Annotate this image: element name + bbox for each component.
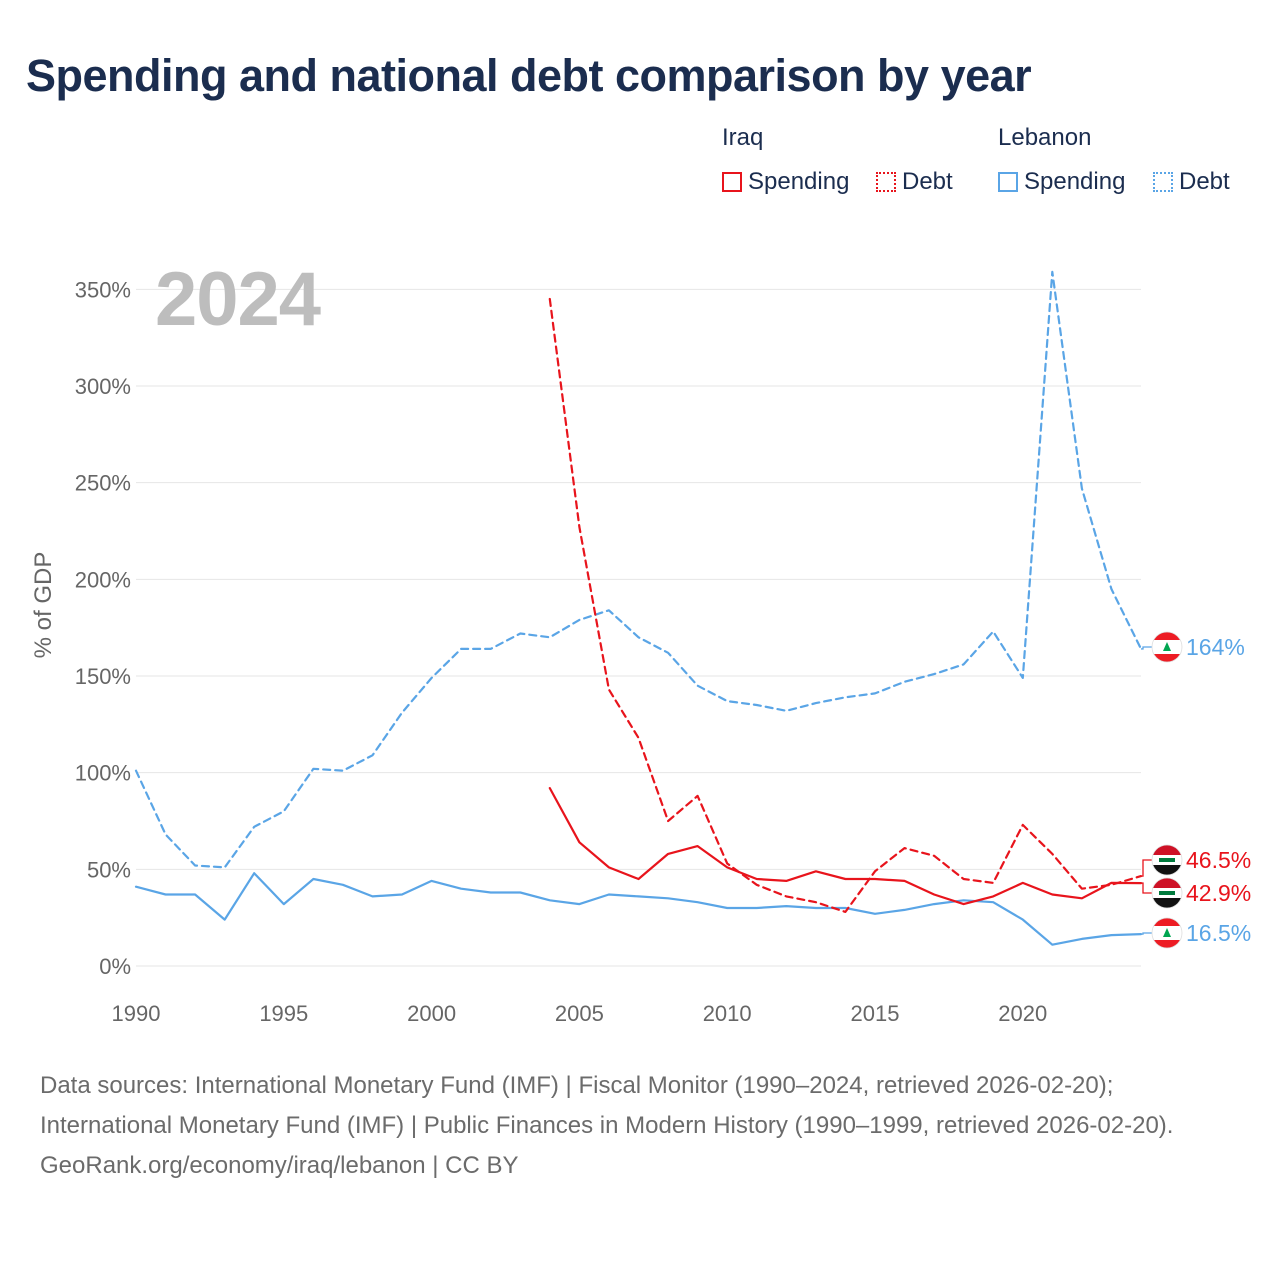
end-label-connector xyxy=(1141,859,1152,877)
footer: Data sources: International Monetary Fun… xyxy=(40,1066,1240,1186)
legend-swatch-iraq-debt xyxy=(876,172,896,192)
series-layer xyxy=(134,270,1143,946)
lebanon-flag-icon xyxy=(1151,631,1183,663)
legend-group-lebanon: Lebanon Spending Debt xyxy=(998,124,1258,195)
x-tick-label: 2015 xyxy=(850,1001,899,1026)
x-tick-label: 2005 xyxy=(555,1001,604,1026)
y-tick-label: 100% xyxy=(75,761,131,786)
legend-label-lebanon-debt: Debt xyxy=(1179,168,1230,195)
y-tick-label: 300% xyxy=(75,374,131,399)
x-tick-label: 2020 xyxy=(998,1001,1047,1026)
footer-sources: Data sources: International Monetary Fun… xyxy=(40,1072,1174,1139)
y-tick-label: 150% xyxy=(75,664,131,689)
legend-item-iraq-debt[interactable]: Debt xyxy=(876,168,953,196)
x-tick-label: 2000 xyxy=(407,1001,456,1026)
legend-swatch-iraq-spending xyxy=(722,172,742,192)
y-tick-label: 50% xyxy=(87,857,131,882)
end-label-connector xyxy=(1141,646,1152,650)
legend-item-lebanon-spending[interactable]: Spending xyxy=(998,168,1125,196)
iraq-flag-icon xyxy=(1151,877,1183,909)
legend-swatch-lebanon-spending xyxy=(998,172,1018,192)
footer-attribution[interactable]: GeoRank.org/economy/iraq/lebanon | CC BY xyxy=(40,1152,519,1179)
legend-label-iraq-debt: Debt xyxy=(902,168,953,195)
iraq-flag-icon xyxy=(1151,844,1183,876)
end-value-label: 16.5% xyxy=(1186,920,1251,946)
legend-group-iraq: Iraq Spending Debt xyxy=(722,124,982,195)
end-label-layer: 164% 16.5% 46.5% 42.9% xyxy=(1141,631,1251,949)
end-value-label: 42.9% xyxy=(1186,880,1251,906)
y-tick-label: 250% xyxy=(75,471,131,496)
legend-group-name-lebanon: Lebanon xyxy=(998,124,1092,151)
y-tick-label: 350% xyxy=(75,277,131,302)
y-axis-label: % of GDP xyxy=(30,552,57,659)
current-year-label: 2024 xyxy=(155,257,321,342)
legend-label-iraq-spending: Spending xyxy=(748,168,850,195)
legend-label-lebanon-spending: Spending xyxy=(1024,168,1126,195)
end-label-connector xyxy=(1141,882,1152,894)
grid-layer: 0% 50% 100% 150% 200% 250% 300% 350% 1990 1995 200… xyxy=(75,277,1141,1026)
series-line-lebanon-debt[interactable] xyxy=(134,270,1143,869)
y-tick-label: 0% xyxy=(99,954,131,979)
legend-swatch-lebanon-debt xyxy=(1153,172,1173,192)
chart-title: Spending and national debt comparison by… xyxy=(26,50,1032,101)
series-line-iraq-spending[interactable] xyxy=(548,786,1143,906)
series-line-iraq-debt[interactable] xyxy=(548,297,1143,914)
y-tick-label: 200% xyxy=(75,567,131,592)
end-label-connector xyxy=(1141,932,1152,935)
lebanon-flag-icon xyxy=(1151,917,1183,949)
series-line-lebanon-spending[interactable] xyxy=(134,872,1143,946)
end-value-label: 46.5% xyxy=(1186,847,1251,873)
line-chart: 0% 50% 100% 150% 200% 250% 300% 350% 1990 1995 200… xyxy=(30,270,1251,1026)
legend-item-iraq-spending[interactable]: Spending xyxy=(722,168,849,196)
x-tick-label: 1995 xyxy=(259,1001,308,1026)
x-tick-label: 2010 xyxy=(703,1001,752,1026)
legend-group-name-iraq: Iraq xyxy=(722,124,764,151)
legend-item-lebanon-debt[interactable]: Debt xyxy=(1153,168,1230,196)
x-tick-label: 1990 xyxy=(112,1001,161,1026)
end-value-label: 164% xyxy=(1186,634,1245,660)
